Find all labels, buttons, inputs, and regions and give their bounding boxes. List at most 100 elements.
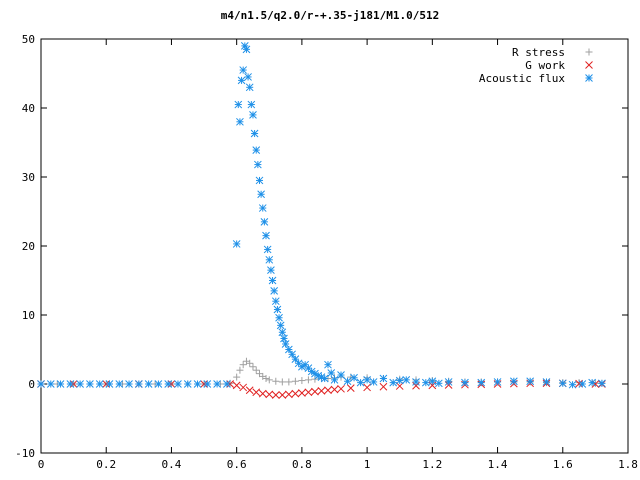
data-point bbox=[249, 363, 257, 371]
data-point bbox=[247, 100, 256, 109]
data-point bbox=[285, 378, 293, 386]
x-tick-label: 1.2 bbox=[422, 458, 442, 471]
legend-marker bbox=[585, 61, 593, 69]
data-point bbox=[311, 387, 319, 396]
data-point bbox=[395, 382, 404, 390]
data-point bbox=[412, 381, 420, 390]
data-point bbox=[105, 380, 114, 388]
data-point bbox=[278, 391, 287, 399]
data-point bbox=[270, 286, 279, 295]
data-point bbox=[76, 380, 84, 388]
data-point bbox=[252, 366, 260, 374]
data-point bbox=[174, 380, 182, 388]
x-tick-label: 1 bbox=[364, 458, 371, 471]
data-point bbox=[493, 378, 502, 386]
data-point bbox=[263, 245, 272, 254]
data-point bbox=[115, 380, 124, 388]
data-point bbox=[237, 76, 246, 85]
data-point bbox=[379, 374, 388, 383]
data-point bbox=[276, 321, 285, 330]
data-point bbox=[284, 390, 293, 399]
x-tick-label: 1.8 bbox=[618, 458, 638, 471]
x-tick-label: 1.6 bbox=[553, 458, 573, 471]
x-axis: 0 0.2 0.4 0.6 0.8 1 1.2 1.4 1.6 1.8 bbox=[38, 39, 638, 471]
data-point bbox=[356, 378, 365, 387]
data-point bbox=[258, 204, 267, 212]
data-point bbox=[56, 380, 65, 388]
y-tick-label: 30 bbox=[22, 171, 35, 184]
data-point bbox=[252, 388, 261, 397]
x-tick-label: 0 bbox=[38, 458, 45, 471]
data-point bbox=[239, 66, 248, 74]
data-point bbox=[272, 377, 280, 385]
data-point bbox=[421, 378, 430, 387]
data-point bbox=[389, 378, 398, 387]
x-tick-label: 0.4 bbox=[162, 458, 182, 471]
data-point bbox=[244, 73, 252, 81]
data-point bbox=[317, 387, 326, 395]
data-point bbox=[236, 366, 244, 374]
data-point bbox=[232, 381, 241, 390]
data-point bbox=[252, 146, 261, 154]
data-point bbox=[510, 377, 518, 386]
data-point bbox=[239, 361, 247, 369]
data-point bbox=[249, 111, 257, 119]
plot-frame bbox=[40, 38, 629, 454]
data-point bbox=[288, 350, 296, 359]
data-point bbox=[265, 255, 274, 264]
data-point bbox=[275, 313, 283, 322]
data-point bbox=[254, 160, 262, 169]
data-point bbox=[265, 376, 273, 384]
data-point bbox=[255, 176, 264, 185]
data-point bbox=[324, 360, 332, 369]
data-point bbox=[262, 231, 270, 240]
y-tick-label: 0 bbox=[28, 378, 35, 391]
y-tick-label: 20 bbox=[22, 240, 35, 253]
data-point bbox=[250, 129, 259, 138]
data-point bbox=[267, 266, 275, 275]
data-point bbox=[246, 359, 254, 367]
data-point bbox=[284, 345, 293, 354]
data-point bbox=[258, 389, 267, 398]
legend-label: G work bbox=[525, 59, 565, 72]
y-tick-label: -10 bbox=[15, 447, 35, 460]
data-point bbox=[271, 297, 280, 306]
data-point bbox=[278, 328, 287, 337]
data-point bbox=[324, 386, 332, 395]
data-point bbox=[164, 380, 173, 388]
y-tick-label: 50 bbox=[22, 33, 35, 46]
data-point bbox=[245, 386, 254, 395]
x-tick-label: 0.8 bbox=[292, 458, 312, 471]
data-point bbox=[350, 373, 358, 382]
data-point bbox=[37, 380, 45, 388]
data-point bbox=[428, 377, 437, 386]
data-point bbox=[233, 373, 241, 381]
data-point bbox=[320, 374, 329, 383]
data-point bbox=[260, 217, 269, 226]
legend-marker bbox=[585, 48, 593, 56]
data-point bbox=[363, 376, 371, 384]
data-point bbox=[412, 378, 420, 386]
data-point bbox=[232, 240, 241, 248]
data-point bbox=[278, 378, 286, 386]
data-point bbox=[395, 376, 404, 385]
data-point bbox=[239, 383, 248, 392]
data-point bbox=[265, 390, 274, 399]
data-point bbox=[291, 355, 300, 364]
series-layer bbox=[37, 42, 606, 399]
data-point bbox=[402, 376, 411, 384]
data-point bbox=[477, 378, 486, 387]
data-point bbox=[234, 100, 243, 109]
x-tick-label: 0.2 bbox=[96, 458, 116, 471]
data-point bbox=[542, 378, 551, 386]
legend-label: Acoustic flux bbox=[479, 72, 565, 85]
plot-border bbox=[40, 38, 629, 454]
data-point bbox=[236, 117, 244, 126]
data-point bbox=[327, 369, 336, 377]
data-point bbox=[598, 379, 606, 388]
data-point bbox=[298, 389, 306, 397]
legend-label: R stress bbox=[512, 46, 565, 59]
data-point bbox=[568, 380, 577, 389]
data-point bbox=[444, 378, 453, 386]
